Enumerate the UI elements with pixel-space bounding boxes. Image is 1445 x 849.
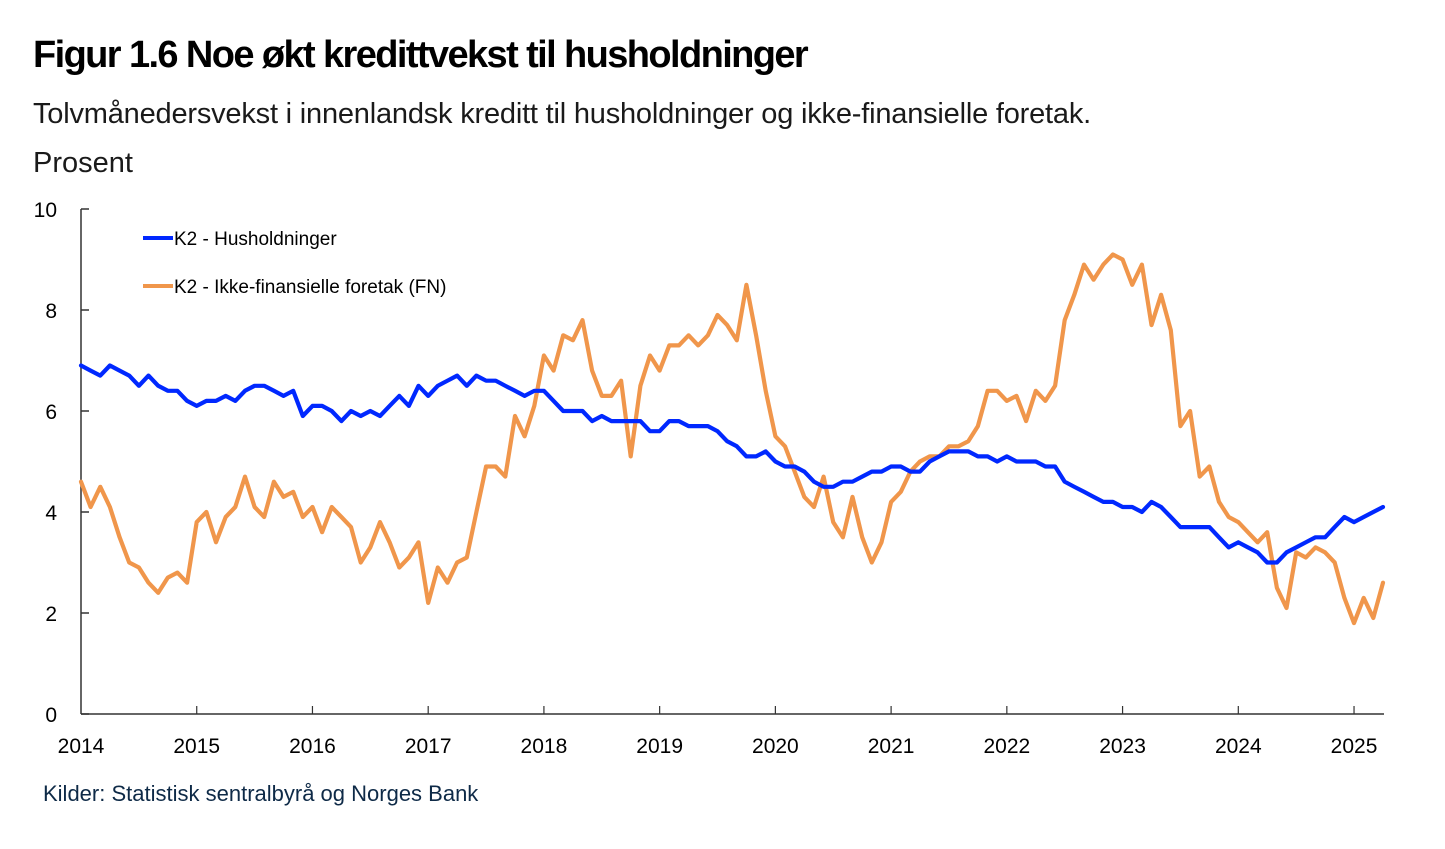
x-tick-label: 2022 [983, 735, 1030, 758]
x-tick-label: 2024 [1215, 735, 1262, 758]
x-tick-label: 2021 [868, 735, 915, 758]
x-tick-label: 2018 [521, 735, 568, 758]
legend: K2 - Husholdninger K2 - Ikke-finansielle … [143, 229, 446, 298]
series-line-ikke-finansielle-foretak [78, 252, 1386, 626]
x-tick-label: 2025 [1331, 735, 1378, 758]
x-tick-label: 2016 [289, 735, 336, 758]
x-tick-label: 2017 [405, 735, 452, 758]
x-tick-label: 2023 [1099, 735, 1146, 758]
x-tick-label: 2014 [58, 735, 105, 758]
y-tick-label: 2 [45, 603, 57, 626]
legend-label: K2 - Ikke-finansielle foretak (FN) [174, 277, 446, 298]
y-axis-unit-label: Prosent [33, 147, 133, 179]
x-tick-label: 2019 [636, 735, 683, 758]
x-axis: 2014 2015 2016 2017 2018 2019 2020 2021 2022 2023… [58, 706, 1384, 758]
y-tick-label: 0 [45, 704, 57, 727]
y-tick-label: 10 [34, 199, 57, 222]
chart-subtitle: Tolvmånedersvekst i innenlandsk kreditt … [33, 98, 1091, 130]
y-tick-label: 4 [45, 502, 57, 525]
chart-title: Figur 1.6 Noe økt kredittvekst til husho… [33, 34, 809, 76]
legend-label: K2 - Husholdninger [174, 229, 337, 250]
y-tick-label: 8 [45, 300, 57, 323]
series-lines [78, 252, 1386, 626]
x-tick-label: 2020 [752, 735, 799, 758]
series-line-husholdninger [78, 363, 1386, 565]
y-axis: 0 2 4 6 8 10 [34, 199, 89, 727]
y-tick-label: 6 [45, 401, 57, 424]
source-note: Kilder: Statistisk sentralbyrå og Norges… [43, 781, 479, 806]
x-tick-label: 2015 [173, 735, 220, 758]
